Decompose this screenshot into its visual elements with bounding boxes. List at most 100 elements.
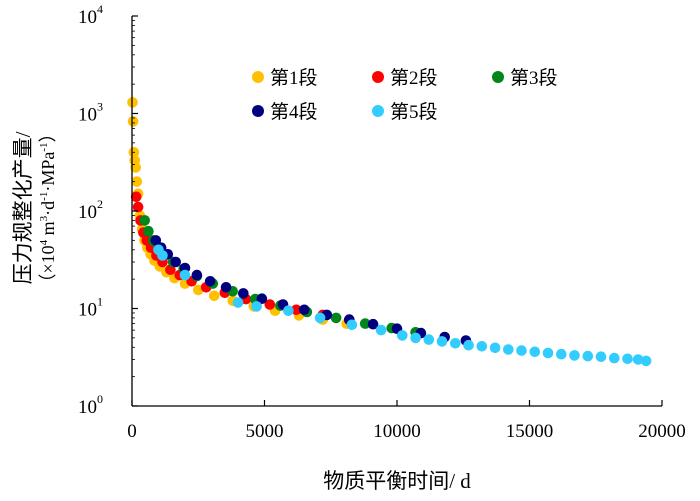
y-tick-exp-4: 4 (97, 2, 103, 16)
x-ticks (131, 400, 663, 406)
legend-label: 第5段 (390, 101, 438, 123)
legend-item-5: 第5段 (372, 101, 438, 123)
y-tick-exp-1: 1 (97, 295, 103, 309)
legend-item-1: 第1段 (252, 67, 318, 89)
y-axis-title-unit-a: m (38, 221, 58, 240)
data-point-series-5 (463, 339, 474, 351)
data-point-series-5 (569, 350, 580, 361)
data-point-series-5 (609, 352, 620, 364)
x-axis-title: 物质平衡时间/ d (323, 469, 471, 493)
data-point-series-1 (208, 290, 220, 302)
data-point-series-4 (367, 318, 379, 330)
y-axis-title-line2-prefix: （×10 (38, 245, 58, 291)
data-point-series-5 (622, 353, 633, 365)
y-tick-exp-2: 2 (97, 197, 103, 211)
legend-label: 第1段 (270, 67, 318, 89)
data-point-series-5 (410, 332, 421, 344)
y-ticks (132, 15, 138, 407)
data-point-series-3 (359, 318, 371, 329)
legend-marker (492, 71, 504, 83)
legend-marker (372, 105, 384, 117)
series-5 (153, 244, 652, 367)
data-point-series-5 (503, 344, 514, 355)
y-tick-base-0: 10 (78, 397, 97, 418)
y-tick-label-2: 102 (78, 197, 103, 223)
y-tick-label-4: 104 (78, 2, 103, 28)
data-point-series-2 (130, 191, 142, 203)
data-point-series-4 (150, 235, 162, 246)
data-point-series-4 (191, 269, 203, 281)
y-axis-title-unit-c: ·MPa (38, 152, 58, 192)
data-point-series-5 (640, 355, 652, 367)
legend-item-2: 第2段 (372, 67, 438, 89)
y-tick-label-0: 100 (78, 392, 103, 418)
data-point-series-1 (131, 176, 143, 187)
data-point-series-5 (397, 330, 408, 341)
x-tick-label-2: 10000 (373, 421, 421, 442)
data-point-series-4 (220, 282, 232, 293)
legend-marker (372, 71, 384, 83)
data-point-series-5 (283, 305, 294, 317)
data-point-series-5 (436, 336, 448, 347)
y-axis-title-exp-2: 3 (38, 215, 50, 221)
y-axis-title-unit-b: ·d (38, 201, 58, 216)
legend-item-4: 第4段 (252, 101, 318, 123)
legend-marker (252, 105, 264, 117)
data-point-series-5 (582, 350, 594, 362)
data-point-series-1 (127, 116, 139, 127)
data-point-series-5 (232, 297, 244, 308)
y-tick-exp-3: 3 (97, 100, 103, 114)
data-point-series-2 (264, 299, 276, 310)
y-tick-base-2: 10 (78, 202, 97, 223)
data-point-series-5 (632, 354, 644, 365)
data-point-series-4 (299, 304, 310, 316)
data-point-series-3 (330, 312, 342, 324)
data-point-series-5 (314, 312, 326, 324)
data-point-series-5 (516, 345, 527, 356)
data-point-series-5 (595, 351, 607, 363)
x-tick-label-3: 15000 (506, 421, 554, 442)
data-point-series-5 (251, 301, 262, 312)
data-point-series-5 (179, 269, 191, 281)
data-point-series-5 (556, 348, 567, 360)
y-axis-title-suffix: ） (38, 124, 58, 142)
x-tick-label-0: 0 (127, 421, 137, 442)
data-point-series-4 (204, 276, 216, 287)
data-point-series-5 (423, 334, 435, 345)
data-point-series-4 (170, 256, 181, 268)
legend-marker (252, 71, 264, 83)
y-axis-title-exp-1: 4 (38, 239, 50, 245)
y-tick-base-3: 10 (78, 105, 97, 126)
data-point-series-4 (238, 288, 249, 299)
data-point-series-5 (157, 250, 168, 261)
y-tick-label-3: 103 (78, 100, 103, 126)
y-tick-exp-0: 0 (97, 392, 103, 406)
legend-item-3: 第3段 (492, 67, 558, 89)
y-tick-base-4: 10 (78, 7, 97, 28)
legend-label: 第4段 (270, 101, 318, 123)
y-axis-title-exp-4: -1 (38, 142, 50, 151)
data-point-series-5 (529, 346, 541, 358)
data-point-series-2 (291, 304, 302, 316)
plot-points (127, 97, 652, 367)
data-point-series-3 (139, 215, 150, 226)
data-point-series-5 (476, 341, 488, 352)
x-tick-label-4: 20000 (638, 421, 686, 442)
axes (131, 15, 663, 407)
data-point-series-5 (346, 319, 358, 331)
data-point-series-2 (132, 201, 144, 213)
data-point-series-5 (450, 338, 461, 349)
data-point-series-5 (489, 342, 501, 354)
y-axis-title-exp-3: -1 (38, 192, 50, 201)
y-axis-title: 压力规整化产量/ （×104 m3·d-1·MPa-1） (11, 124, 58, 291)
legend-label: 第3段 (510, 67, 558, 89)
y-axis-title-line2: （×104 m3·d-1·MPa-1） (38, 124, 58, 291)
y-axis-title-line1: 压力规整化产量/ (11, 131, 35, 284)
legend-label: 第2段 (390, 67, 438, 89)
x-tick-label-1: 5000 (246, 421, 284, 442)
data-point-series-5 (375, 324, 387, 336)
data-point-series-3 (143, 225, 154, 237)
